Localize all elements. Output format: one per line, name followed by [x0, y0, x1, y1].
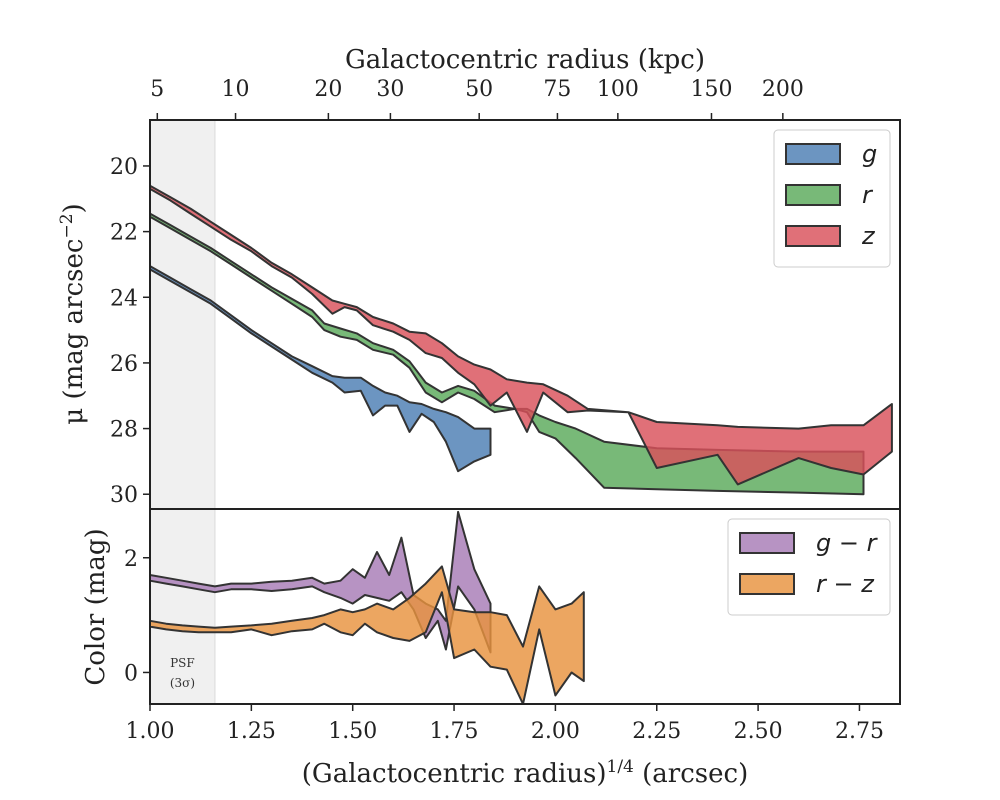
y-tick-label: 24: [110, 286, 138, 311]
psf-label-sigma: (3σ): [170, 676, 195, 690]
surface-brightness-y-axis-title: μ (mag arcsec−2): [57, 203, 89, 424]
psf-label: PSF: [170, 656, 195, 670]
legend-swatch: [785, 143, 841, 165]
y-tick-label: 20: [110, 155, 138, 180]
x-tick-label: 2.75: [835, 719, 884, 744]
color-panel: 0 2 g − r r − z: [124, 508, 901, 705]
x-tick-label: 2.00: [531, 719, 580, 744]
color-frame: [149, 508, 901, 705]
surface-brightness-panel: 20 22 24 26 28 30 grz: [110, 119, 901, 510]
psf-region: [150, 509, 215, 704]
top-x-tick-label: 150: [690, 77, 732, 102]
y-tick-label: 2: [124, 547, 138, 572]
top-x-tick-label: 30: [376, 77, 404, 102]
plot-layer: 20 22 24 26 28 30 grz 0 2 g − r r − z PSF (3σ) 1.00 1.…: [110, 77, 901, 744]
top-x-tick-label: 100: [597, 77, 639, 102]
x-tick-label: 2.25: [632, 719, 681, 744]
y-tick-label: 22: [110, 221, 138, 246]
psf-region: [150, 120, 215, 509]
x-tick-label: 1.75: [430, 719, 479, 744]
y-tick-label: 30: [110, 483, 138, 508]
color-legend: g − r r − z: [727, 518, 891, 616]
y-tick-label: 26: [110, 352, 138, 377]
top-x-tick-label: 10: [222, 77, 250, 102]
surface-brightness-legend: grz: [773, 129, 891, 268]
top-x-tick-label: 75: [543, 77, 571, 102]
top-x-tick-label: 50: [465, 77, 493, 102]
color-y-axis-title: Color (mag): [81, 528, 111, 685]
top-x-tick-label: 5: [150, 77, 164, 102]
legend-label: r − z: [816, 570, 875, 598]
legend-swatch: [785, 225, 841, 247]
series-band-g: [149, 265, 492, 473]
legend-label: r: [862, 181, 874, 209]
top-axis-title: Galactocentric radius (kpc): [345, 45, 705, 75]
series-band-r: [149, 212, 865, 496]
y-tick-label: 0: [124, 661, 138, 686]
y-tick-label: 28: [110, 418, 138, 443]
x-tick-label: 1.50: [328, 719, 377, 744]
series-band-z: [149, 184, 893, 486]
legend-swatch: [739, 573, 795, 595]
legend-swatch: [739, 532, 795, 554]
x-tick-label: 1.00: [126, 719, 175, 744]
legend-label: g − r: [816, 529, 879, 557]
series-band-rz: [149, 565, 585, 705]
legend-label: z: [861, 222, 876, 250]
legend-label: g: [862, 140, 877, 168]
legend-swatch: [785, 184, 841, 206]
x-tick-label: 2.50: [734, 719, 783, 744]
top-x-tick-label: 20: [314, 77, 342, 102]
x-tick-label: 1.25: [227, 719, 276, 744]
top-x-tick-label: 200: [762, 77, 804, 102]
x-axis-title: (Galactocentric radius)1/4 (arcsec): [302, 757, 748, 789]
